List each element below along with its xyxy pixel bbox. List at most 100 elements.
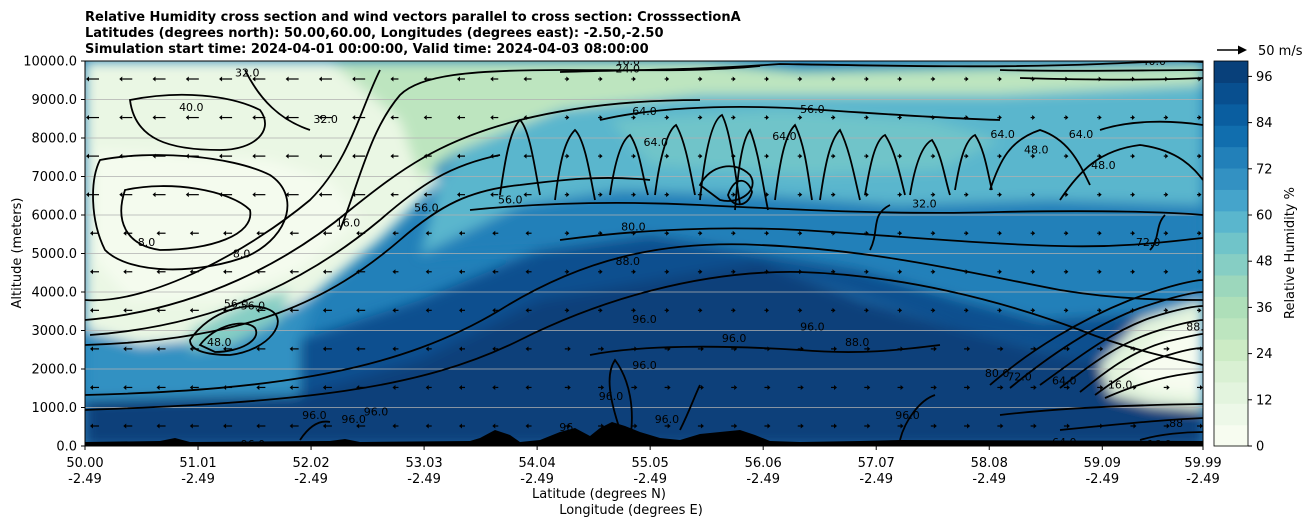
wind-vector	[697, 153, 703, 159]
wind-vector	[119, 192, 133, 198]
wind-vector	[285, 115, 299, 121]
wind-vector	[156, 307, 166, 313]
contour-label: 48.0	[1091, 159, 1116, 172]
wind-vector-head	[933, 346, 937, 352]
wind-vector-head	[1032, 115, 1036, 121]
wind-vector-head	[490, 115, 494, 121]
wind-vector	[1030, 76, 1036, 82]
wind-vector-head	[632, 230, 636, 236]
wind-vector-head	[900, 423, 904, 429]
x-tick-label-longitude: -2.49	[1186, 472, 1220, 487]
wind-vector-head	[1165, 230, 1169, 236]
wind-vector	[1163, 307, 1169, 313]
wind-vector	[525, 423, 532, 429]
wind-vector-head	[699, 153, 703, 159]
wind-vector	[285, 153, 299, 159]
wind-vector	[322, 269, 332, 275]
wind-vector	[252, 192, 266, 198]
wind-vector-head	[289, 423, 293, 429]
colorbar-tick-label: 12	[1256, 393, 1273, 408]
wind-vector-head	[1131, 76, 1135, 82]
wind-vector	[797, 346, 804, 352]
wind-vector-head	[799, 115, 803, 121]
wind-vector	[764, 153, 769, 159]
chart-title-line-1: Relative Humidity cross section and wind…	[85, 10, 741, 25]
wind-vector-head	[392, 346, 396, 352]
wind-vector	[764, 230, 769, 236]
colorbar-tick-label: 84	[1256, 116, 1273, 131]
wind-vector-head	[965, 307, 969, 313]
wind-vector	[523, 76, 532, 82]
wind-vector	[1130, 115, 1135, 121]
wind-vector-head	[1032, 76, 1036, 82]
wind-vector	[897, 115, 903, 121]
wind-vector	[1063, 115, 1069, 121]
wind-reference-key: 50 m/s	[1217, 44, 1303, 59]
colorbar: 0 12 24 36 48 60 72 84 96	[1213, 60, 1273, 455]
wind-vector-head	[156, 230, 160, 236]
wind-vector	[1197, 384, 1203, 390]
wind-vector	[459, 307, 465, 313]
x-tick-label-longitude: -2.49	[859, 472, 893, 487]
wind-vector	[352, 76, 366, 82]
contour-label: 8.0	[138, 236, 156, 249]
wind-vector	[459, 346, 465, 352]
wind-vector-head	[322, 269, 326, 275]
x-tick-label-latitude: 57.07	[858, 456, 895, 471]
contour-line	[85, 243, 1203, 396]
wind-vector-head	[152, 76, 156, 82]
wind-vector-head	[732, 153, 736, 159]
colorbar-tick-label: 24	[1256, 347, 1273, 362]
colorbar-swatch	[1214, 253, 1248, 276]
wind-vector	[86, 76, 99, 82]
wind-vector-head	[219, 115, 223, 121]
contour-line	[899, 394, 936, 441]
wind-vector-head	[492, 423, 496, 429]
wind-vector-head	[492, 346, 496, 352]
terrain	[85, 422, 1203, 446]
wind-vector-head	[1098, 307, 1102, 313]
wind-vector-head	[998, 307, 1002, 313]
wind-vector-head	[666, 230, 670, 236]
wind-vector-head	[865, 153, 869, 159]
contour-label: 80.0	[621, 221, 646, 234]
wind-vector	[1197, 76, 1202, 82]
wind-vector-head	[423, 153, 427, 159]
wind-vector-head	[899, 230, 903, 236]
wind-vector-head	[352, 192, 356, 198]
x-tick-label-longitude: -2.49	[294, 472, 328, 487]
wind-vector	[764, 384, 771, 390]
wind-vector-head	[123, 346, 127, 352]
wind-vector	[1163, 192, 1169, 198]
wind-vector-head	[219, 76, 223, 82]
wind-vector-head	[1131, 153, 1135, 159]
wind-vector-head	[492, 307, 496, 313]
wind-vector-head	[899, 153, 903, 159]
colorbar-tick-label: 96	[1256, 70, 1273, 85]
x-tick-label-latitude: 52.02	[292, 456, 329, 471]
wind-vector-head	[1131, 307, 1135, 313]
wind-vector-head	[767, 423, 771, 429]
wind-vector	[156, 384, 166, 390]
wind-vector-head	[119, 192, 123, 198]
wind-vector	[598, 230, 603, 236]
contour-label: 96	[559, 421, 573, 434]
wind-vector	[185, 192, 199, 198]
wind-vector-head	[699, 76, 703, 82]
wind-vector	[1030, 307, 1036, 313]
wind-vector	[219, 153, 233, 159]
wind-vector	[831, 423, 837, 429]
wind-vector-head	[1033, 384, 1037, 390]
wind-vector	[598, 192, 603, 198]
x-tick-label-latitude: 51.01	[179, 456, 216, 471]
colorbar-swatch	[1214, 210, 1248, 233]
wind-vector	[997, 346, 1004, 352]
wind-vector-head	[1032, 153, 1036, 159]
wind-vector-head	[1200, 423, 1203, 429]
wind-vector-head	[998, 153, 1002, 159]
wind-vector	[86, 192, 99, 198]
wind-vector-head	[392, 269, 396, 275]
wind-vector-head	[867, 384, 871, 390]
wind-vector	[1063, 269, 1069, 275]
colorbar-swatch	[1214, 146, 1248, 169]
